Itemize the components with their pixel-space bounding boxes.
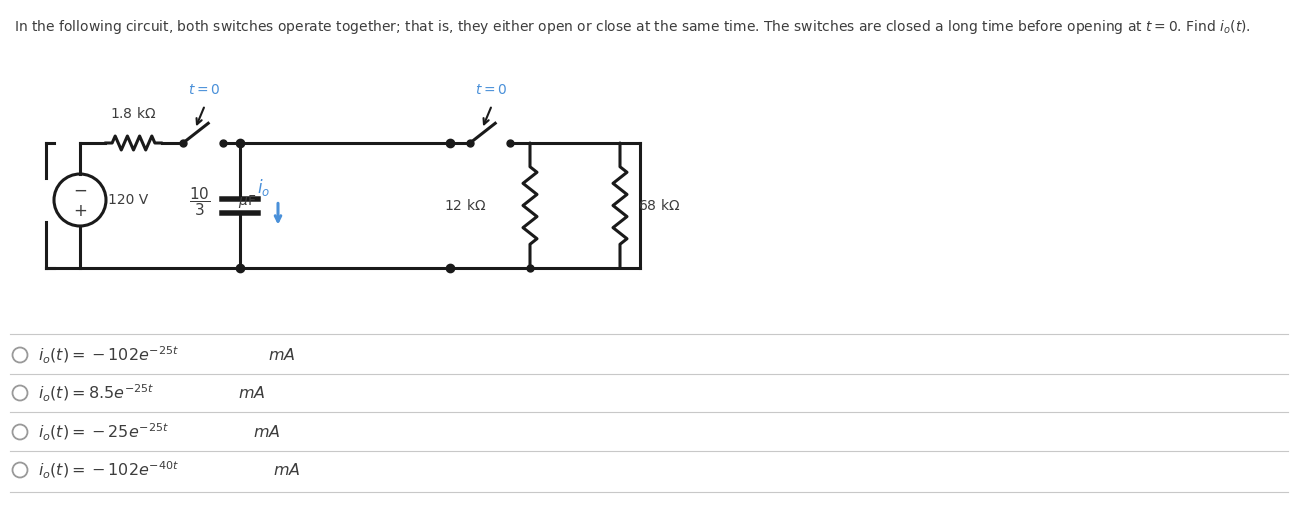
Text: $-$: $-$	[73, 181, 87, 199]
Text: $i_o(t) = -102e^{-25t}$: $i_o(t) = -102e^{-25t}$	[38, 345, 179, 365]
Text: $i_o(t) = -25e^{-25t}$: $i_o(t) = -25e^{-25t}$	[38, 422, 169, 443]
Text: 12 k$\Omega$: 12 k$\Omega$	[444, 198, 485, 213]
Text: 68 k$\Omega$: 68 k$\Omega$	[639, 198, 680, 213]
Text: $t = 0$: $t = 0$	[188, 83, 221, 97]
Text: In the following circuit, both switches operate together; that is, they either o: In the following circuit, both switches …	[14, 18, 1251, 36]
Text: $\dfrac{10}{3}$: $\dfrac{10}{3}$	[188, 185, 210, 218]
Text: $i_o$: $i_o$	[257, 176, 270, 198]
Text: $mA$: $mA$	[273, 462, 300, 478]
Text: 120 V: 120 V	[108, 193, 148, 207]
Text: $i_o(t) = 8.5e^{-25t}$: $i_o(t) = 8.5e^{-25t}$	[38, 382, 154, 404]
Text: $mA$: $mA$	[238, 385, 265, 401]
Text: $mA$: $mA$	[253, 424, 280, 440]
Text: 1.8 k$\Omega$: 1.8 k$\Omega$	[110, 106, 157, 121]
Text: $+$: $+$	[73, 202, 87, 220]
Text: $mA$: $mA$	[267, 347, 296, 363]
Text: $t = 0$: $t = 0$	[475, 83, 508, 97]
Text: $\mu$F: $\mu$F	[238, 193, 256, 210]
Text: $i_o(t) = -102e^{-40t}$: $i_o(t) = -102e^{-40t}$	[38, 459, 179, 480]
